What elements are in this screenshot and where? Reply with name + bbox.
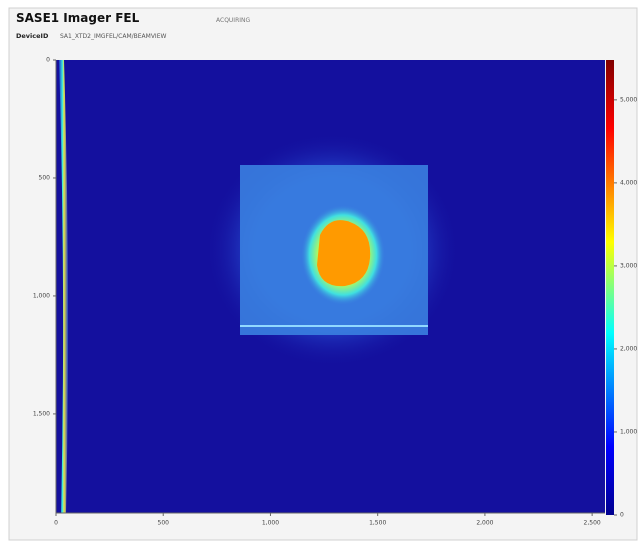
colorbar-tick-label: 3,000: [620, 262, 637, 269]
x-tick-label: 1,500: [369, 520, 386, 527]
x-tick-label: 0: [54, 520, 58, 527]
title: SASE1 Imager FEL: [16, 11, 140, 25]
page: {"header": {"title": "SASE1 Imager FEL",…: [0, 0, 643, 543]
colorbar-tick-label: 5,000: [620, 96, 637, 103]
y-tick-label: 500: [39, 174, 51, 181]
device-label: DeviceID: [16, 32, 49, 40]
x-tick-label: 2,000: [476, 520, 493, 527]
x-tick-label: 1,000: [262, 520, 279, 527]
y-tick-label: 1,000: [33, 292, 50, 299]
y-tick-label: 1,500: [33, 410, 50, 417]
colorbar-tick-label: 0: [620, 512, 624, 519]
x-tick-label: 2,500: [584, 520, 601, 527]
spot: [317, 220, 370, 286]
device-id: SA1_XTD2_IMGFEL/CAM/BEAMVIEW: [60, 33, 166, 40]
screen: SASE1 Imager FEL ACQUIRING DeviceID SA1_…: [0, 0, 643, 543]
colorbar-tick-label: 4,000: [620, 179, 637, 186]
colorbar: [606, 60, 614, 515]
x-tick-label: 500: [158, 520, 170, 527]
colorbar-tick-label: 1,000: [620, 428, 637, 435]
status: ACQUIRING: [216, 17, 250, 24]
image: [56, 60, 605, 513]
colorbar-tick-label: 2,000: [620, 345, 637, 352]
y-tick-label: 0: [46, 57, 50, 64]
